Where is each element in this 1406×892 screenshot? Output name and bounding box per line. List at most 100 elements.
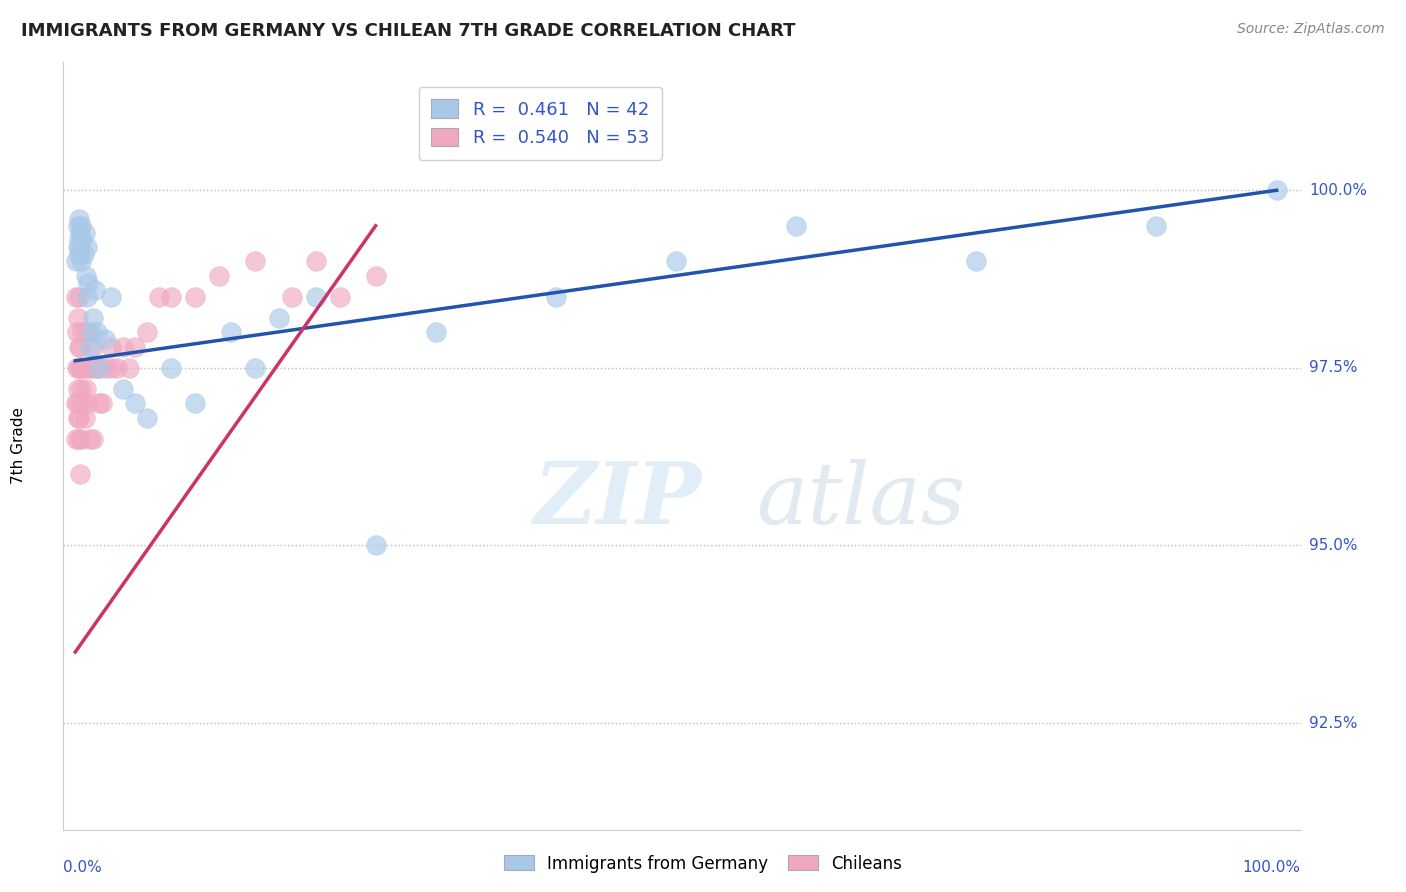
Point xyxy=(89,360,111,375)
Point xyxy=(965,254,987,268)
Point xyxy=(269,311,291,326)
Point xyxy=(76,240,98,254)
Point xyxy=(80,360,103,375)
Point xyxy=(70,432,93,446)
Point xyxy=(221,326,243,340)
Point xyxy=(94,360,117,375)
Point xyxy=(70,219,93,233)
Point xyxy=(65,290,87,304)
Point xyxy=(65,254,87,268)
Point xyxy=(67,290,90,304)
Point xyxy=(112,382,135,396)
Point xyxy=(69,240,91,254)
Point xyxy=(66,360,89,375)
Point xyxy=(80,326,103,340)
Point xyxy=(544,290,567,304)
Text: 92.5%: 92.5% xyxy=(1309,715,1357,731)
Point xyxy=(67,233,90,247)
Point xyxy=(82,340,104,354)
Point xyxy=(86,326,108,340)
Point xyxy=(245,360,267,375)
Point xyxy=(66,326,89,340)
Point xyxy=(83,283,105,297)
Point xyxy=(65,396,87,410)
Point xyxy=(364,538,387,552)
Point xyxy=(69,360,91,375)
Point xyxy=(66,410,89,425)
Point xyxy=(1144,219,1167,233)
Point xyxy=(72,233,94,247)
Point xyxy=(785,219,807,233)
Text: 97.5%: 97.5% xyxy=(1309,360,1357,376)
Point xyxy=(77,276,100,290)
Point xyxy=(67,410,90,425)
Point xyxy=(67,247,90,261)
Point xyxy=(69,360,91,375)
Point xyxy=(79,432,101,446)
Point xyxy=(100,290,122,304)
Point xyxy=(184,396,207,410)
Point xyxy=(184,290,207,304)
Point xyxy=(69,382,91,396)
Point xyxy=(77,360,100,375)
Point xyxy=(69,467,91,482)
Point xyxy=(73,247,96,261)
Point xyxy=(66,382,89,396)
Point xyxy=(665,254,688,268)
Point xyxy=(73,410,96,425)
Point xyxy=(94,333,117,347)
Point xyxy=(67,311,90,326)
Legend: Immigrants from Germany, Chileans: Immigrants from Germany, Chileans xyxy=(498,848,908,880)
Point xyxy=(148,290,170,304)
Text: Source: ZipAtlas.com: Source: ZipAtlas.com xyxy=(1237,22,1385,37)
Text: 100.0%: 100.0% xyxy=(1243,860,1301,875)
Point xyxy=(364,268,387,283)
Text: atlas: atlas xyxy=(756,458,966,541)
Point xyxy=(124,340,146,354)
Legend: R =  0.461   N = 42, R =  0.540   N = 53: R = 0.461 N = 42, R = 0.540 N = 53 xyxy=(419,87,662,160)
Text: IMMIGRANTS FROM GERMANY VS CHILEAN 7TH GRADE CORRELATION CHART: IMMIGRANTS FROM GERMANY VS CHILEAN 7TH G… xyxy=(21,22,796,40)
Point xyxy=(65,432,87,446)
Point xyxy=(136,410,159,425)
Point xyxy=(82,432,104,446)
Point xyxy=(76,326,98,340)
Point xyxy=(75,268,97,283)
Point xyxy=(329,290,352,304)
Text: 100.0%: 100.0% xyxy=(1309,183,1367,198)
Point xyxy=(100,340,122,354)
Point xyxy=(79,340,101,354)
Point xyxy=(90,396,112,410)
Point xyxy=(118,360,141,375)
Text: ZIP: ZIP xyxy=(533,458,702,541)
Point xyxy=(245,254,267,268)
Point xyxy=(75,382,97,396)
Point xyxy=(69,340,91,354)
Point xyxy=(100,360,122,375)
Text: 0.0%: 0.0% xyxy=(63,860,103,875)
Point xyxy=(72,326,94,340)
Point xyxy=(160,360,183,375)
Point xyxy=(67,211,90,226)
Point xyxy=(73,360,96,375)
Point xyxy=(76,396,98,410)
Point xyxy=(70,360,93,375)
Point xyxy=(89,396,111,410)
Point xyxy=(89,360,111,375)
Point xyxy=(105,360,128,375)
Point xyxy=(160,290,183,304)
Point xyxy=(425,326,447,340)
Text: 7th Grade: 7th Grade xyxy=(11,408,27,484)
Point xyxy=(208,268,231,283)
Point xyxy=(136,326,159,340)
Point xyxy=(72,396,94,410)
Point xyxy=(76,290,98,304)
Point xyxy=(112,340,135,354)
Point xyxy=(1265,183,1288,197)
Text: 95.0%: 95.0% xyxy=(1309,538,1357,553)
Point xyxy=(73,226,96,240)
Point xyxy=(82,311,104,326)
Point xyxy=(67,340,90,354)
Point xyxy=(124,396,146,410)
Point xyxy=(66,219,89,233)
Point xyxy=(280,290,302,304)
